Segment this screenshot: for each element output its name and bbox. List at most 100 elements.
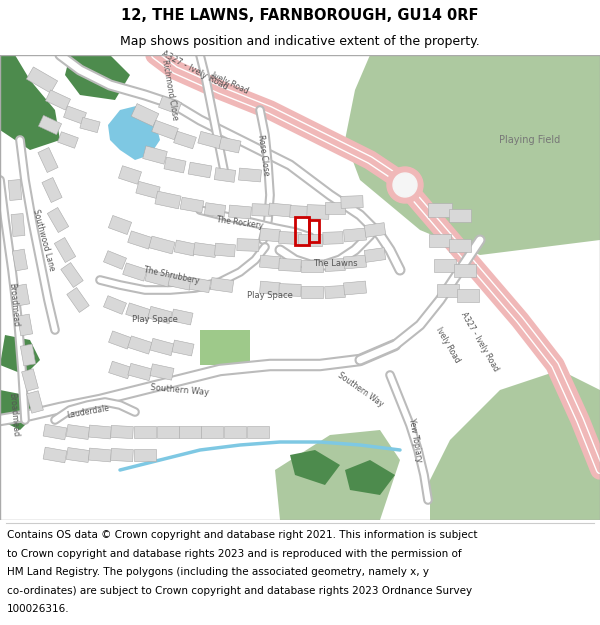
Bar bbox=[128, 363, 152, 381]
Bar bbox=[200, 330, 250, 365]
Bar bbox=[128, 231, 152, 249]
Bar bbox=[152, 120, 178, 140]
Bar bbox=[204, 202, 226, 217]
Text: Southwood Lane: Southwood Lane bbox=[31, 208, 56, 272]
Bar bbox=[143, 146, 167, 164]
Bar bbox=[229, 205, 251, 219]
Bar bbox=[13, 249, 28, 271]
Text: The Shrubbery: The Shrubbery bbox=[143, 265, 200, 285]
Bar bbox=[174, 240, 196, 256]
Bar bbox=[457, 289, 479, 301]
Text: Play Space: Play Space bbox=[247, 291, 293, 299]
Text: A327 - Ively Road: A327 - Ively Road bbox=[160, 49, 230, 91]
Bar bbox=[219, 137, 241, 153]
Bar bbox=[201, 426, 223, 438]
Text: Ively Road: Ively Road bbox=[210, 71, 250, 96]
Bar bbox=[111, 426, 133, 439]
Bar bbox=[224, 426, 246, 438]
Bar bbox=[344, 281, 367, 295]
Bar bbox=[109, 361, 131, 379]
Bar bbox=[434, 259, 456, 271]
Bar bbox=[43, 424, 67, 440]
Polygon shape bbox=[108, 105, 160, 160]
Bar bbox=[341, 196, 363, 208]
Bar bbox=[260, 228, 280, 242]
Bar bbox=[157, 426, 179, 438]
Bar bbox=[43, 447, 67, 463]
Bar bbox=[295, 217, 309, 245]
Bar bbox=[189, 278, 211, 292]
Text: Playing Field: Playing Field bbox=[499, 135, 560, 145]
Circle shape bbox=[393, 173, 417, 197]
Bar bbox=[149, 236, 175, 254]
Bar bbox=[260, 281, 280, 295]
Bar bbox=[26, 391, 43, 413]
Bar bbox=[168, 274, 192, 290]
Bar bbox=[158, 96, 181, 114]
Bar bbox=[64, 106, 86, 124]
Bar bbox=[109, 331, 131, 349]
Bar bbox=[325, 286, 346, 299]
Bar bbox=[215, 243, 235, 257]
Bar bbox=[42, 177, 62, 202]
Bar bbox=[214, 168, 236, 182]
Bar bbox=[47, 208, 68, 232]
Bar bbox=[14, 284, 29, 306]
Bar bbox=[89, 448, 112, 462]
Text: A327 - Ively Road: A327 - Ively Road bbox=[460, 311, 500, 373]
Text: Southern Way: Southern Way bbox=[150, 383, 210, 397]
Polygon shape bbox=[65, 55, 130, 100]
Bar bbox=[301, 286, 323, 298]
Text: co-ordinates) are subject to Crown copyright and database rights 2023 Ordnance S: co-ordinates) are subject to Crown copyr… bbox=[7, 586, 472, 596]
Bar bbox=[26, 67, 58, 93]
Text: Play Space: Play Space bbox=[132, 316, 178, 324]
Polygon shape bbox=[0, 335, 40, 375]
Bar bbox=[301, 260, 323, 272]
Bar bbox=[171, 309, 193, 325]
Bar bbox=[180, 197, 204, 213]
Bar bbox=[428, 203, 452, 217]
Bar bbox=[239, 168, 262, 182]
Bar bbox=[307, 204, 329, 219]
Bar bbox=[122, 263, 148, 281]
Bar bbox=[449, 239, 471, 251]
Polygon shape bbox=[275, 430, 400, 520]
Text: Richmond Close: Richmond Close bbox=[160, 59, 180, 121]
Text: Southern Way: Southern Way bbox=[335, 371, 385, 409]
Bar bbox=[131, 104, 159, 126]
Bar bbox=[145, 269, 171, 287]
Bar bbox=[210, 278, 234, 292]
Bar bbox=[150, 364, 174, 380]
Bar bbox=[80, 118, 100, 132]
Bar bbox=[188, 162, 212, 178]
Bar bbox=[252, 204, 272, 216]
Bar bbox=[449, 209, 471, 221]
Text: Map shows position and indicative extent of the property.: Map shows position and indicative extent… bbox=[120, 35, 480, 48]
Bar bbox=[172, 340, 194, 356]
Bar bbox=[109, 216, 131, 234]
Circle shape bbox=[387, 167, 423, 203]
Bar bbox=[155, 191, 181, 209]
Bar bbox=[179, 426, 201, 438]
Bar bbox=[323, 232, 343, 244]
Bar bbox=[164, 157, 186, 173]
Bar bbox=[269, 203, 292, 217]
Text: HM Land Registry. The polygons (including the associated geometry, namely x, y: HM Land Registry. The polygons (includin… bbox=[7, 568, 429, 578]
Bar bbox=[58, 132, 79, 148]
Text: The Rockery: The Rockery bbox=[216, 215, 264, 231]
Polygon shape bbox=[430, 370, 600, 520]
Bar bbox=[148, 306, 172, 324]
Text: to Crown copyright and database rights 2023 and is reproduced with the permissio: to Crown copyright and database rights 2… bbox=[7, 549, 462, 559]
Bar bbox=[128, 336, 152, 354]
Bar bbox=[279, 284, 301, 296]
Bar bbox=[325, 259, 346, 271]
Bar bbox=[429, 234, 451, 246]
Text: Broadmead: Broadmead bbox=[8, 282, 20, 328]
Text: Broadmead: Broadmead bbox=[8, 392, 20, 438]
Bar bbox=[55, 238, 76, 262]
Bar bbox=[173, 131, 196, 149]
Bar bbox=[61, 262, 83, 288]
Bar bbox=[111, 448, 133, 462]
Bar bbox=[247, 426, 269, 438]
Text: Yew Topiary: Yew Topiary bbox=[407, 418, 423, 462]
